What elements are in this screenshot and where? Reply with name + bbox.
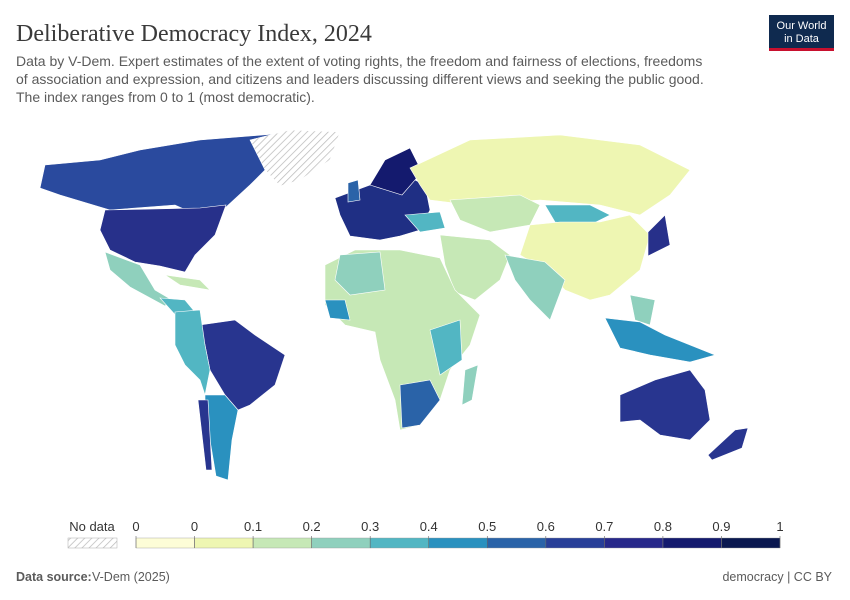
region[interactable] [347, 179, 361, 203]
legend-tick-label: 0.2 [303, 519, 321, 534]
legend-tick-label: 0 [132, 519, 139, 534]
legend-swatch[interactable] [428, 537, 488, 549]
region[interactable] [409, 134, 691, 216]
legend-tick-label: 0.6 [537, 519, 555, 534]
legend-tick-label: 0.4 [420, 519, 438, 534]
region[interactable] [604, 317, 716, 363]
region[interactable] [249, 129, 341, 187]
region[interactable] [324, 299, 351, 321]
logo-text: in Data [784, 33, 820, 45]
legend-tick-label: 0.7 [595, 519, 613, 534]
legend-no-data-label: No data [69, 519, 115, 534]
legend-swatch[interactable] [487, 537, 547, 549]
region[interactable] [404, 211, 446, 233]
legend-tick-label: 0.9 [712, 519, 730, 534]
region[interactable] [174, 309, 211, 397]
legend: No data 0 0 0.1 0.2 0.3 0.4 0.5 0.6 0.7 0.8 0.9 1 [67, 519, 784, 549]
legend-swatch[interactable] [252, 537, 312, 549]
legend-swatch[interactable] [369, 537, 429, 549]
region[interactable] [334, 251, 386, 296]
legend-tick-label: 0.8 [654, 519, 672, 534]
region[interactable] [629, 294, 656, 326]
title: Deliberative Democracy Index, 2024 [16, 21, 372, 47]
region[interactable] [449, 194, 541, 233]
legend-swatch[interactable] [545, 537, 605, 549]
world-map [39, 129, 749, 481]
legend-tick-label: 0.3 [361, 519, 379, 534]
legend-swatch[interactable] [194, 537, 254, 549]
region[interactable] [439, 234, 511, 301]
footer-license: democracy | CC BY [722, 570, 832, 584]
region[interactable] [197, 399, 213, 471]
logo[interactable]: Our World in Data [769, 15, 834, 51]
region[interactable] [707, 427, 749, 461]
region[interactable] [461, 364, 479, 406]
region[interactable] [369, 147, 423, 196]
region[interactable] [429, 319, 463, 376]
legend-swatch[interactable] [135, 537, 195, 549]
legend-swatch[interactable] [662, 537, 722, 549]
footer-source: V-Dem (2025) [92, 570, 170, 584]
legend-no-data-swatch[interactable] [67, 537, 118, 549]
region[interactable] [647, 214, 671, 257]
region[interactable] [399, 379, 441, 429]
logo-underline [769, 48, 834, 51]
subtitle-line: The index ranges from 0 to 1 (most democ… [16, 89, 315, 105]
region[interactable] [619, 369, 711, 441]
legend-swatch[interactable] [721, 537, 781, 549]
footer-source-label: Data source: [16, 570, 92, 584]
region[interactable] [504, 254, 566, 321]
region[interactable] [99, 204, 227, 273]
legend-swatch[interactable] [604, 537, 664, 549]
legend-swatch[interactable] [311, 537, 371, 549]
region[interactable] [39, 133, 276, 215]
region[interactable] [164, 274, 211, 291]
legend-tick-label: 0 [191, 519, 198, 534]
logo-text: Our World [777, 20, 827, 32]
legend-tick-label: 0.5 [478, 519, 496, 534]
legend-tick-label: 1 [776, 519, 783, 534]
legend-tick-label: 0.1 [244, 519, 262, 534]
subtitle-line: of association and expression, and citiz… [16, 71, 704, 87]
subtitle-line: Data by V-Dem. Expert estimates of the e… [16, 53, 702, 69]
logo-box [769, 15, 834, 50]
region[interactable] [544, 204, 611, 226]
